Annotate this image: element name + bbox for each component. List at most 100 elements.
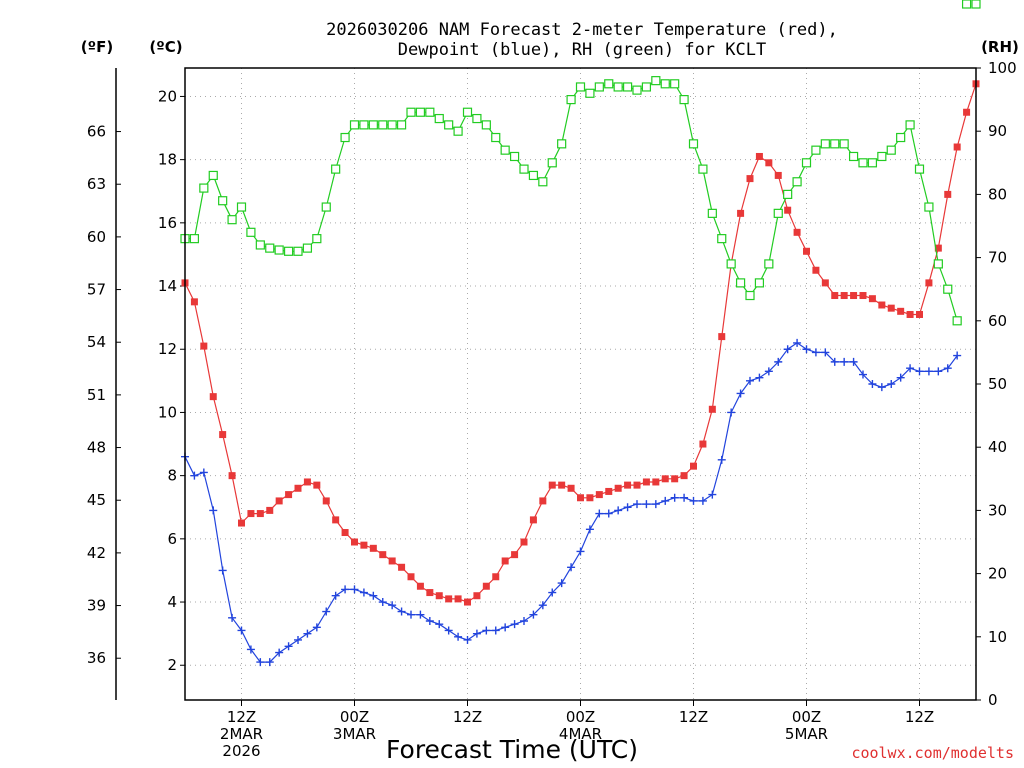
dewpoint-point [444, 626, 453, 635]
celsius-tick-label: 4 [167, 593, 177, 611]
rh-point [914, 164, 925, 174]
temperature-point [614, 484, 622, 492]
temperature-point [887, 304, 895, 312]
temperature-point [341, 529, 349, 537]
rh-point [877, 151, 887, 162]
dewpoint-point [548, 588, 557, 597]
celsius-tick-label: 8 [167, 467, 177, 485]
rh-tick-label: 40 [988, 438, 1007, 456]
rh-point [519, 164, 529, 174]
dewpoint-point [953, 351, 962, 360]
dewpoint-point [877, 383, 886, 392]
rh-point [434, 113, 444, 124]
temperature-point [690, 462, 697, 470]
rh-point [952, 316, 962, 326]
dewpoint-point [736, 389, 745, 398]
temperature-point [369, 544, 377, 552]
rh-point [754, 278, 765, 288]
dewpoint-point [708, 490, 717, 499]
time-tick-label: 12Z [679, 708, 708, 726]
fahrenheit-tick-label: 51 [87, 386, 106, 404]
rh-point [349, 120, 360, 130]
rh-point [378, 120, 388, 130]
time-tick-label: 12Z [905, 708, 934, 726]
temperature-point [925, 279, 933, 287]
temperature-point [944, 190, 952, 198]
temperature-point [435, 592, 443, 600]
dewpoint-point [237, 626, 246, 635]
celsius-tick-label: 6 [167, 530, 177, 548]
rh-point [943, 284, 953, 294]
rh-point [265, 243, 275, 253]
dewpoint-point [416, 610, 425, 619]
temperature-point [878, 301, 886, 309]
data-series [180, 0, 981, 667]
dewpoint-point [435, 620, 444, 629]
temperature-point [605, 487, 613, 495]
fahrenheit-tick-label: 60 [87, 228, 106, 246]
rh-point [773, 208, 783, 218]
rh-point [820, 139, 830, 149]
fahrenheit-tick-label: 45 [87, 491, 106, 509]
temperature-point [953, 143, 961, 151]
rh-point [764, 259, 774, 269]
rh-point [641, 82, 652, 92]
dewpoint-point [585, 525, 594, 534]
temperature-point [256, 510, 264, 518]
fahrenheit-tick-label: 39 [87, 597, 106, 615]
time-tick-label: 00Z [566, 708, 595, 726]
dewpoint-point [246, 645, 255, 654]
dewpoint-point [294, 635, 302, 644]
celsius-axis: 2 4 6 8 10 12 14 16 18 20 [158, 87, 185, 674]
rh-point [462, 107, 473, 117]
rh-point [971, 0, 981, 9]
dewpoint-point [567, 563, 576, 572]
rh-point [651, 76, 661, 86]
rh-point [613, 82, 623, 92]
dewpoint-point [670, 493, 679, 502]
dewpoint-point [520, 617, 528, 625]
fahrenheit-tick-label: 66 [87, 123, 106, 141]
time-tick-label: 12Z [453, 708, 482, 726]
rh-point [481, 120, 491, 130]
title-line-2: Dewpoint (blue), RH (green) for KCLT [398, 40, 766, 60]
temperature-point [294, 484, 302, 492]
dewpoint-point [717, 455, 726, 464]
temperature-point [426, 589, 434, 597]
rh-line [185, 79, 958, 321]
temperature-point [511, 551, 519, 559]
rh-tick-label: 50 [988, 375, 1007, 393]
dewpoint-point [275, 648, 284, 657]
fahrenheit-axis: 36 39 42 45 48 51 54 57 60 63 66 [87, 68, 121, 700]
dewpoint-point [218, 566, 227, 575]
temperature-point [228, 472, 236, 480]
temperature-point [633, 481, 641, 489]
rh-point [801, 158, 812, 168]
temperature-point [567, 484, 575, 492]
temperature-point [473, 592, 481, 600]
dewpoint-point [312, 623, 321, 632]
rh-point [236, 202, 247, 212]
time-tick-label: 2MAR [220, 725, 263, 743]
temperature-line [184, 83, 977, 603]
dewpoint-point [425, 617, 434, 625]
dewpoint-point [510, 620, 519, 629]
dewpoint-point [642, 500, 651, 509]
time-tick-label: 2026 [222, 742, 260, 760]
rh-point [359, 120, 369, 130]
rh-series [180, 0, 981, 326]
rh-point [557, 139, 567, 149]
temperature-point [388, 557, 396, 565]
dewpoint-point [755, 373, 764, 382]
dewpoint-point [303, 629, 312, 638]
dewpoint-point [331, 591, 340, 600]
rh-tick-label: 0 [988, 691, 998, 709]
temperature-point [529, 516, 537, 524]
rh-point [425, 107, 435, 117]
time-tick-label: 3MAR [333, 725, 376, 743]
rh-point [528, 170, 539, 181]
rh-unit-label: (RH) [981, 38, 1019, 56]
rh-point [679, 94, 689, 105]
celsius-tick-label: 20 [158, 87, 177, 105]
rh-point [735, 278, 746, 288]
